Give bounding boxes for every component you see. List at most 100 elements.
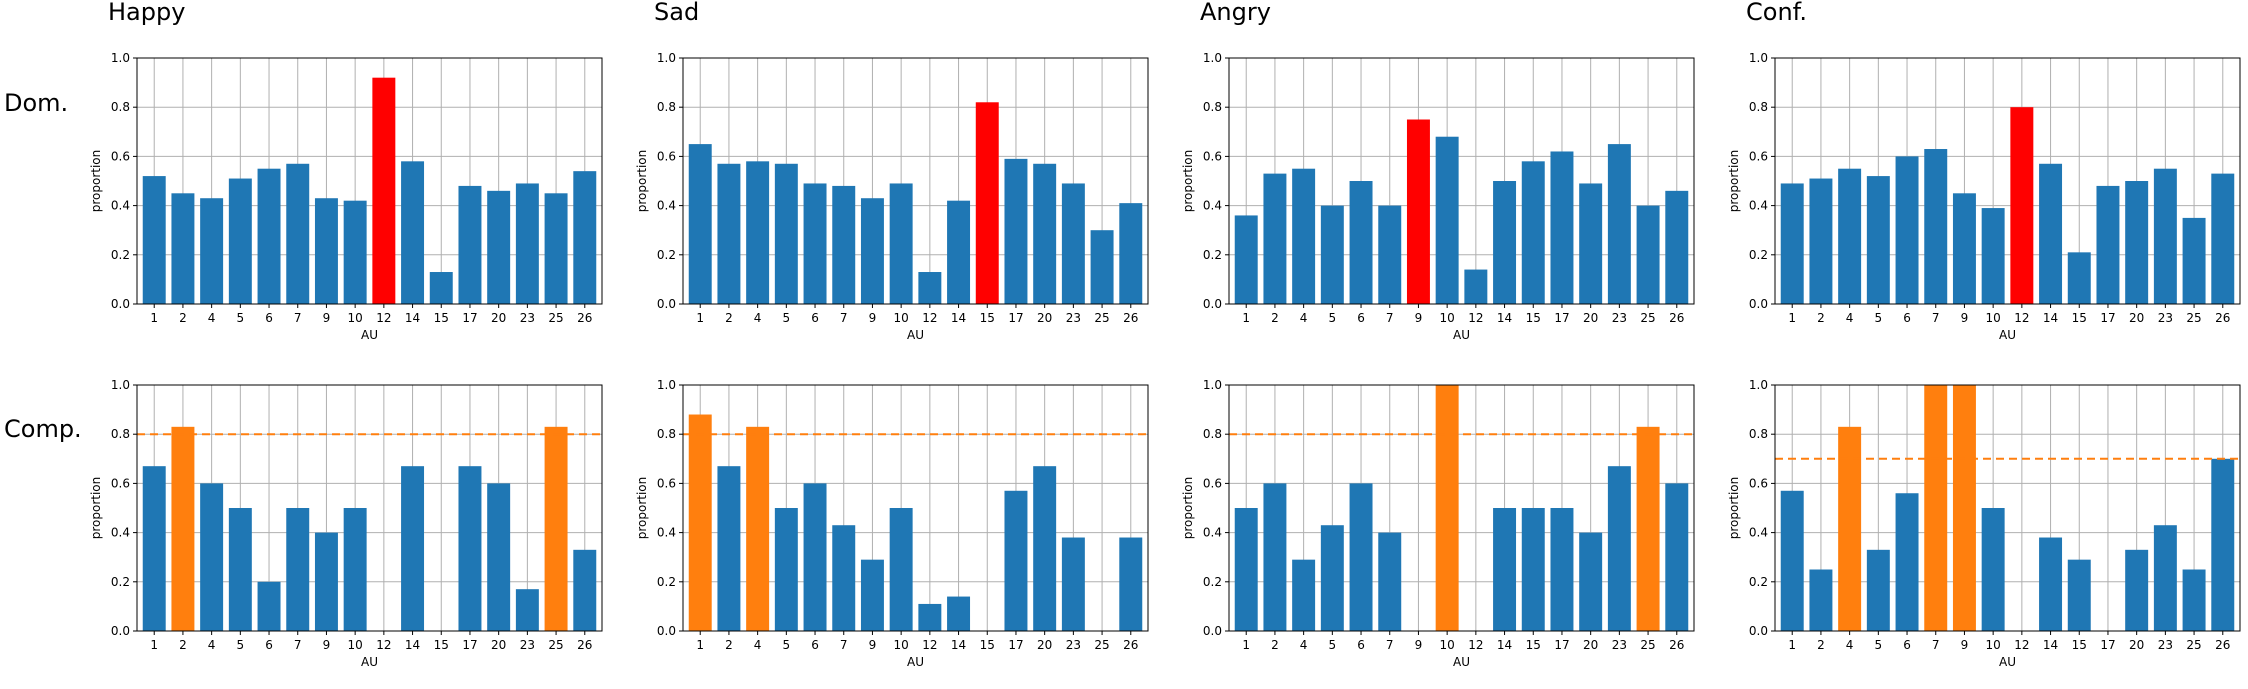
row-label-comp: Comp. [4, 415, 82, 443]
bar-au-10 [343, 508, 367, 631]
bar-au-1 [1234, 508, 1258, 631]
x-tick-label: 10 [348, 638, 363, 652]
bar-au-5 [774, 163, 798, 304]
x-tick-label: 7 [294, 311, 302, 325]
x-tick-label: 2 [1271, 638, 1279, 652]
y-axis-label: proportion [1727, 477, 1741, 540]
x-tick-label: 1 [1242, 638, 1250, 652]
x-tick-label: 14 [405, 311, 420, 325]
x-tick-label: 4 [1300, 638, 1308, 652]
bar-au-25-highlighted [544, 426, 568, 631]
x-tick-label: 17 [462, 311, 477, 325]
bar-au-20 [2125, 181, 2149, 304]
x-tick-label: 14 [951, 638, 966, 652]
y-axis-label: proportion [1181, 150, 1195, 213]
y-tick-label: 0.8 [1749, 427, 1768, 441]
x-tick-label: 20 [491, 638, 506, 652]
bar-au-14 [947, 596, 971, 631]
y-tick-label: 0.4 [111, 526, 130, 540]
bar-au-14 [1493, 181, 1517, 304]
x-tick-label: 7 [1386, 638, 1394, 652]
panel-comp-angry: 0.00.20.40.60.81.01 2 4 5 6 7 9 10 12 14 15 17 20 23 2… [1181, 378, 1695, 669]
x-tick-label: 26 [577, 311, 592, 325]
bar-au-6 [257, 581, 281, 631]
column-title-conf: Conf. [1746, 0, 1807, 26]
y-tick-label: 0.0 [1749, 297, 1768, 311]
bar-au-23 [515, 183, 539, 304]
bar-au-15 [429, 272, 453, 304]
x-tick-label: 4 [1846, 638, 1854, 652]
x-tick-label: 23 [1066, 311, 1081, 325]
axes-frame [1228, 384, 1695, 632]
bar-au-10 [343, 200, 367, 304]
x-tick-label: 15 [1526, 311, 1541, 325]
y-tick-label: 0.2 [1749, 248, 1768, 262]
bar-au-5 [228, 178, 252, 304]
x-tick-label: 2 [179, 638, 187, 652]
x-tick-label: 12 [922, 311, 937, 325]
bar-au-1 [1780, 490, 1804, 631]
bar-au-20 [487, 483, 511, 631]
x-tick-label: 2 [1817, 638, 1825, 652]
y-tick-label: 0.2 [1203, 248, 1222, 262]
x-tick-label: 17 [1008, 638, 1023, 652]
bar-au-7 [1924, 149, 1948, 304]
bar-au-12-highlighted [2010, 107, 2034, 304]
x-tick-label: 5 [1875, 638, 1883, 652]
bar-au-9 [1952, 193, 1976, 304]
x-tick-label: 25 [1094, 638, 1109, 652]
x-tick-label: 7 [294, 638, 302, 652]
x-tick-label: 25 [1094, 311, 1109, 325]
bar-au-12 [918, 603, 942, 631]
axes-frame [1774, 57, 2241, 305]
bar-au-17 [1550, 151, 1574, 304]
bar-au-1 [1234, 215, 1258, 304]
bar-au-6 [1895, 156, 1919, 304]
bar-au-6 [803, 183, 827, 304]
y-tick-label: 1.0 [1203, 378, 1222, 392]
x-axis-label: AU [1453, 328, 1470, 342]
column-title-angry: Angry [1200, 0, 1271, 26]
bar-au-26 [1665, 483, 1689, 631]
bar-au-6 [803, 483, 827, 631]
x-tick-label: 20 [1037, 311, 1052, 325]
bar-au-5 [228, 508, 252, 631]
axes-frame [136, 57, 603, 305]
x-tick-label: 20 [1583, 311, 1598, 325]
bar-au-5 [1320, 205, 1344, 304]
x-tick-label: 20 [2129, 638, 2144, 652]
bar-au-25 [1636, 205, 1660, 304]
y-axis-label: proportion [635, 150, 649, 213]
x-tick-label: 23 [1612, 638, 1627, 652]
x-tick-label: 9 [1415, 638, 1423, 652]
y-tick-label: 0.2 [657, 248, 676, 262]
x-tick-label: 7 [840, 311, 848, 325]
bar-au-26 [1665, 190, 1689, 304]
bar-au-4 [746, 161, 770, 304]
y-tick-label: 0.6 [657, 149, 676, 163]
bar-au-17 [458, 185, 482, 304]
bar-au-20 [487, 190, 511, 304]
y-tick-label: 0.0 [1203, 624, 1222, 638]
y-tick-label: 0.4 [1203, 526, 1222, 540]
y-tick-label: 0.6 [1749, 149, 1768, 163]
bar-au-4-highlighted [1838, 426, 1862, 631]
panel-dom-sad: 0.00.20.40.60.81.01 2 4 5 6 7 9 10 12 14 15 17 20 23 2… [635, 51, 1149, 342]
bar-au-14 [401, 161, 425, 304]
bar-au-4 [1292, 559, 1316, 631]
axes-frame [1228, 57, 1695, 305]
x-tick-label: 7 [1932, 638, 1940, 652]
x-tick-label: 15 [980, 311, 995, 325]
y-tick-label: 0.6 [111, 149, 130, 163]
x-tick-label: 25 [2186, 311, 2201, 325]
x-tick-label: 10 [894, 311, 909, 325]
bar-au-2 [717, 466, 741, 631]
bar-au-7 [286, 163, 310, 304]
row-labels: Dom. Comp. [4, 89, 82, 443]
column-title-happy: Happy [108, 0, 185, 26]
bar-au-4-highlighted [746, 426, 770, 631]
x-tick-label: 12 [376, 311, 391, 325]
x-tick-label: 14 [1497, 638, 1512, 652]
x-tick-label: 10 [1440, 311, 1455, 325]
x-tick-label: 12 [1468, 311, 1483, 325]
